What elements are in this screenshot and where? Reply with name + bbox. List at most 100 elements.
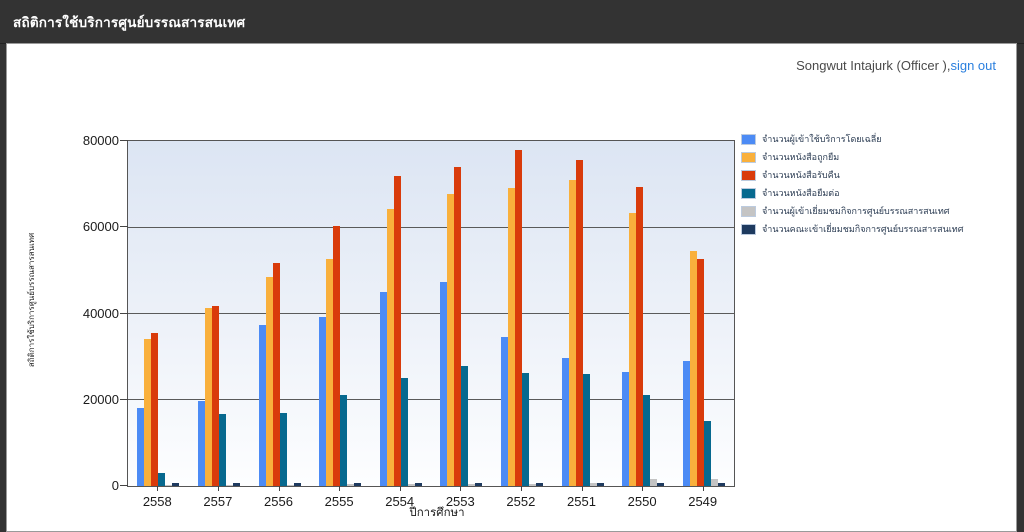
bar (414, 482, 422, 486)
bar (407, 484, 415, 486)
legend-swatch (741, 187, 756, 199)
gridline (128, 399, 734, 401)
bar (528, 483, 536, 486)
bar (172, 483, 180, 486)
y-axis-title: สถิติการใช้บริการศูนย์บรรณสารสนเทศ (27, 232, 36, 368)
legend-swatch (741, 151, 756, 163)
bar (561, 357, 569, 486)
y-tick-label: 80000 (82, 133, 119, 148)
legend-swatch (741, 205, 756, 217)
legend: จำนวนผู้เข้าใช้บริการโดยเฉลี่ย จำนวนหนังส… (741, 132, 1021, 240)
y-tick-mark (120, 312, 128, 314)
legend-item: จำนวนหนังสือรับคืน (741, 168, 1021, 182)
plot-area (127, 140, 735, 487)
legend-label: จำนวนผู้เข้าเยี่ยมชมกิจการศูนย์บรรณสารสน… (762, 206, 950, 216)
bar (507, 187, 515, 486)
bar (340, 394, 348, 486)
x-tick-label: 2556 (264, 494, 293, 509)
bar (657, 482, 665, 486)
legend-swatch (741, 133, 756, 145)
bar (218, 414, 226, 486)
y-tick-label: 60000 (82, 219, 119, 235)
bar (265, 276, 273, 486)
page-title: สถิติการใช้บริการศูนย์บรรณสารสนเทศ (13, 14, 246, 30)
bar (475, 482, 483, 486)
bar (326, 258, 334, 486)
bar (500, 336, 508, 486)
bar (272, 262, 280, 486)
x-tick-label: 2549 (688, 494, 718, 509)
bar (354, 482, 362, 486)
y-tick-mark (120, 226, 128, 228)
bar (393, 176, 401, 486)
legend-label: จำนวนหนังสือยืมต่อ (762, 188, 840, 198)
y-tick-mark (120, 398, 128, 400)
legend-swatch (741, 169, 756, 181)
legend-label: จำนวนคณะเข้าเยี่ยมชมกิจการศูนย์บรรณสารสน… (762, 224, 964, 234)
bar (447, 193, 455, 486)
bar (575, 160, 583, 486)
bar (144, 338, 152, 486)
bar (258, 325, 266, 486)
y-tick-label: 40000 (82, 305, 119, 321)
bar (279, 412, 287, 486)
y-tick-label: 20000 (82, 391, 119, 407)
sign-out-link[interactable]: sign out (950, 58, 996, 73)
x-tick-label: 2553 (445, 494, 475, 509)
content-panel: Songwut Intajurk (Officer ),sign out สถิ… (6, 43, 1017, 532)
bar (468, 483, 476, 486)
x-axis-title: ปีการศึกษา (409, 507, 465, 519)
x-tick-mark (460, 486, 462, 491)
bar (582, 374, 590, 486)
legend-swatch (741, 223, 756, 235)
bar (589, 483, 597, 486)
bar (629, 213, 637, 486)
bar (151, 332, 159, 486)
x-tick-label: 2552 (506, 494, 536, 509)
bar (643, 394, 651, 486)
x-tick-mark (217, 486, 219, 491)
bar (319, 316, 327, 486)
x-tick-mark (520, 486, 522, 491)
bar (158, 473, 166, 486)
y-tick-mark (120, 140, 128, 141)
x-tick-mark (642, 486, 644, 491)
bar (137, 408, 145, 486)
bar (211, 306, 219, 486)
bar (596, 483, 604, 486)
x-tick-label: 2550 (627, 494, 657, 509)
bar (225, 484, 233, 486)
bar (386, 208, 394, 486)
legend-item: จำนวนคณะเข้าเยี่ยมชมกิจการศูนย์บรรณสารสน… (741, 222, 1021, 236)
x-tick-mark (702, 486, 704, 491)
legend-item: จำนวนผู้เข้าเยี่ยมชมกิจการศูนย์บรรณสารสน… (741, 204, 1021, 218)
user-name: Songwut Intajurk (Officer ), (796, 58, 951, 73)
x-tick-label: 2554 (385, 494, 415, 509)
bar (535, 483, 543, 486)
bar (514, 150, 522, 486)
bar (440, 282, 448, 486)
bar (682, 361, 690, 486)
bar (521, 372, 529, 486)
gridline (128, 226, 734, 228)
bar (197, 400, 205, 486)
legend-item: จำนวนหนังสือถูกยืม (741, 150, 1021, 164)
app-header: สถิติการใช้บริการศูนย์บรรณสารสนเทศ (0, 0, 1024, 44)
legend-label: จำนวนหนังสือรับคืน (762, 170, 840, 180)
x-tick-mark (339, 486, 341, 491)
bar (204, 307, 212, 486)
legend-label: จำนวนหนังสือถูกยืม (762, 152, 840, 162)
gridline (128, 313, 734, 314)
bar (689, 251, 697, 486)
bar (379, 291, 387, 486)
bar (461, 366, 469, 486)
x-tick-mark (581, 486, 583, 491)
y-tick-label: 0 (111, 478, 119, 493)
x-tick-label: 2557 (203, 494, 233, 509)
bar (703, 421, 711, 486)
x-tick-mark (157, 486, 159, 491)
x-tick-label: 2551 (567, 494, 596, 509)
x-tick-label: 2558 (142, 494, 172, 509)
bar (454, 166, 462, 486)
bar (232, 482, 240, 486)
